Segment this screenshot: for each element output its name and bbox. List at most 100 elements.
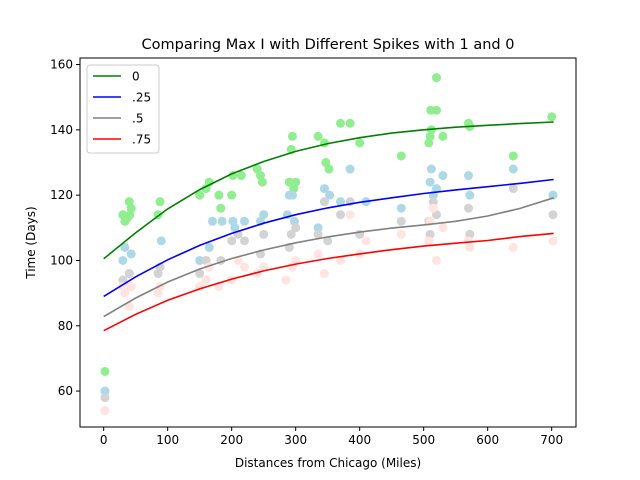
data-point [335,197,345,207]
data-point [508,242,518,252]
data-point [548,236,558,246]
y-tick-label: 100 [50,253,73,267]
data-point [355,138,365,148]
data-point [291,223,301,233]
data-point [214,190,224,200]
data-point [508,151,518,161]
y-axis-label: Time (Days) [24,206,38,280]
data-point [239,262,249,272]
data-point [424,236,434,246]
legend: 0 .25 .5 .75 [86,64,160,154]
data-point [547,112,557,122]
data-point [463,171,473,181]
data-point [465,190,475,200]
data-point [313,229,323,239]
data-point [155,197,165,207]
data-point [126,203,136,213]
data-point [548,210,558,220]
data-point [396,216,406,226]
data-point [396,203,406,213]
legend-box [86,64,160,154]
data-point [431,255,441,265]
data-point [286,229,296,239]
data-point [227,236,237,246]
data-point [345,118,355,128]
data-point [345,210,355,220]
data-point [335,255,345,265]
x-tick-label: 400 [348,433,371,447]
series-line [103,178,554,298]
data-point [291,177,301,187]
data-point [207,216,217,226]
data-point [319,197,329,207]
legend-label: .5 [132,112,143,126]
data-point [126,282,136,292]
data-point [438,131,448,141]
x-tick-label: 500 [412,433,435,447]
data-point [438,223,448,233]
data-point [204,242,214,252]
data-point [396,229,406,239]
data-point [100,406,110,416]
data-point [281,275,291,285]
data-point [227,190,237,200]
data-point [323,236,333,246]
data-point [120,288,130,298]
series-line [103,197,554,318]
data-point [201,275,211,285]
data-point [100,366,110,376]
data-point [431,184,441,194]
data-point [313,131,323,141]
data-point [335,210,345,220]
y-tick-label: 80 [58,319,73,333]
data-point [313,223,323,233]
data-point [431,105,441,115]
data-point [396,151,406,161]
data-point [335,118,345,128]
data-point [284,177,294,187]
y-tick-label: 140 [50,123,73,137]
data-point [236,171,246,181]
data-point [325,190,335,200]
data-point [431,73,441,83]
data-point [548,190,558,200]
x-tick-label: 300 [284,433,307,447]
data-point [120,242,130,252]
y-tick-label: 120 [50,188,73,202]
legend-label: .25 [132,91,151,105]
data-point [425,177,435,187]
data-point [195,190,205,200]
data-point [324,164,334,174]
x-tick-label: 700 [540,433,563,447]
data-point [259,229,269,239]
data-point [319,184,329,194]
data-point [156,236,166,246]
x-tick-label: 200 [220,433,243,447]
y-axis-ticks: 60 80 100 120 140 160 [50,58,80,398]
data-point [319,269,329,279]
x-tick-label: 0 [100,433,108,447]
data-point [465,242,475,252]
data-point [508,184,518,194]
data-point [100,386,110,396]
data-point [426,164,436,174]
data-point [126,249,136,259]
chart-title: Comparing Max I with Different Spikes wi… [142,37,515,53]
data-point [239,216,249,226]
data-point [239,236,249,246]
series-line [103,121,554,260]
data-point [195,255,205,265]
legend-label: 0 [132,70,140,84]
data-point [257,177,267,187]
data-point [508,164,518,174]
fit-lines-layer [103,121,554,332]
y-tick-label: 60 [58,384,73,398]
x-axis-label: Distances from Chicago (Miles) [235,456,421,470]
data-point [195,269,205,279]
data-point [361,236,371,246]
data-point [287,190,297,200]
data-point [428,197,438,207]
data-point [291,255,301,265]
data-point [345,164,355,174]
